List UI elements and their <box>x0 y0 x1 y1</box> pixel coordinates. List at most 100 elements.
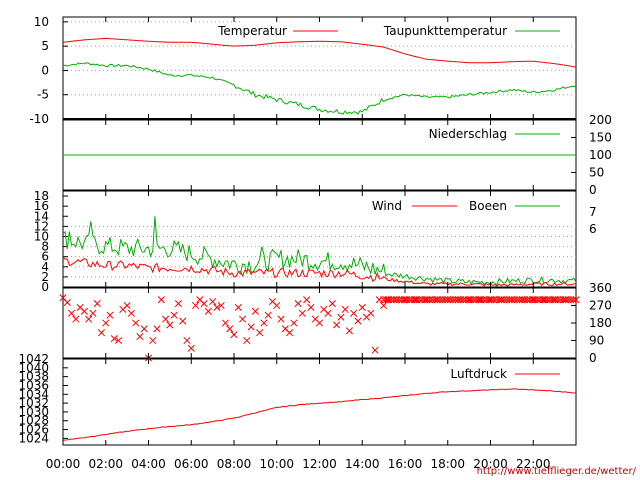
time-axis: 00:00 02:00 04:00 06:00 08:00 10:00 12:00 14:00… <box>46 17 551 471</box>
wind-direction-point <box>72 315 80 323</box>
precipitation-tick-label: 200 <box>589 113 612 127</box>
credit-url: http://www.tiefflieger.de/wetter/ <box>477 466 637 477</box>
wind-direction-point <box>315 319 324 327</box>
wind-direction-point <box>403 296 411 304</box>
wind-direction-point <box>472 296 480 304</box>
luftdruck-line <box>62 388 577 441</box>
wind-direction-point <box>217 301 225 310</box>
wind-direction-point <box>247 323 255 331</box>
wind-direction-point <box>400 296 408 304</box>
wind-direction-point <box>498 296 506 304</box>
time-tick-label: 22:00 <box>516 457 551 471</box>
wind-direction-point <box>367 309 375 317</box>
wind-direction-axis: 360 270 180 90 0 <box>571 281 612 365</box>
wind-direction-point <box>333 321 341 329</box>
wind-direction-point <box>277 315 285 323</box>
wind-direction-point <box>385 296 393 304</box>
wind-direction-point <box>551 296 560 304</box>
wind-direction-point <box>350 309 358 317</box>
wind-tick-label: 0 <box>41 280 49 294</box>
wind-direction-point <box>191 301 200 310</box>
wind-direction-point <box>559 296 567 304</box>
taupunkttemperatur-line <box>62 62 577 115</box>
wind-tick-label: 8 <box>41 240 49 254</box>
wind-direction-point <box>572 296 580 304</box>
wind-tick-label: 4 <box>41 260 49 274</box>
precipitation-tick-label: 0 <box>589 183 597 197</box>
time-tick-label: 18:00 <box>430 457 465 471</box>
wind-direction-point <box>345 327 353 335</box>
wind-direction-point <box>521 296 529 304</box>
wind-direction-point <box>303 296 311 304</box>
wind-direction-point <box>546 296 554 304</box>
wind-tick-label: 12 <box>34 219 49 233</box>
wind-direction-point <box>459 296 467 304</box>
wind-direction-point <box>405 296 413 304</box>
wind-direction-point <box>523 296 531 304</box>
pressure-tick-label: 1024 <box>18 431 49 445</box>
wind-direction-point <box>518 296 526 304</box>
wind-direction-point <box>179 317 187 325</box>
wind-direction-point <box>371 346 379 354</box>
time-tick-label: 14:00 <box>345 457 380 471</box>
wind-direction-point <box>213 303 221 311</box>
wind-direction-series <box>59 294 580 362</box>
wind-direction-point <box>170 311 178 319</box>
wind-direction-point <box>106 311 114 319</box>
precipitation-tick-label: 50 <box>589 166 604 180</box>
wind-direction-point <box>187 344 195 352</box>
wind-direction-point <box>469 296 477 304</box>
pressure-series <box>62 388 577 441</box>
time-tick-label: 20:00 <box>473 457 508 471</box>
wind-direction-point <box>549 296 557 304</box>
wind-direction-point <box>436 296 444 304</box>
wind-direction-point <box>354 317 362 325</box>
wind-direction-point <box>439 296 447 304</box>
time-tick-label: 04:00 <box>131 457 166 471</box>
wind-direction-point <box>341 305 349 313</box>
wind-direction-point <box>418 296 426 304</box>
wind-direction-tick-label: 360 <box>589 281 612 295</box>
wind-direction-point <box>567 296 575 304</box>
wind-right-tick-label: 6 <box>589 222 597 236</box>
wind-direction-point <box>123 301 131 310</box>
time-tick-label: 00:00 <box>46 457 81 471</box>
wind-direction-tick-label: 270 <box>589 299 612 313</box>
pressure-panel: 1042104010381036103410321030102810261024… <box>18 352 577 446</box>
wind-direction-point <box>446 296 454 304</box>
wind-direction-point <box>382 296 390 304</box>
wind-direction-point <box>390 296 398 304</box>
wind-direction-point <box>531 296 539 304</box>
wind-direction-point <box>541 296 549 304</box>
wind-direction-point <box>294 300 302 308</box>
precipitation-axis: 200 150 100 50 0 <box>571 113 612 197</box>
wind-direction-point <box>358 303 366 311</box>
wind-direction-point <box>508 296 516 304</box>
wind-direction-point <box>157 296 165 304</box>
wind-direction-panel: 360 270 180 90 0 <box>59 281 612 365</box>
wind-direction-point <box>426 296 434 304</box>
wind-direction-point <box>544 296 552 304</box>
wind-direction-point <box>477 296 485 304</box>
wind-direction-point <box>528 296 536 304</box>
wind-direction-point <box>298 309 306 317</box>
wind-direction-point <box>256 329 264 337</box>
legend-label-niederschlag: Niederschlag <box>429 127 507 141</box>
wind-direction-point <box>140 325 148 333</box>
wind-direction-point <box>408 296 416 304</box>
wind-direction-tick-label: 90 <box>589 334 604 348</box>
wind-direction-point <box>290 319 298 327</box>
temperature-tick-label: 0 <box>41 63 49 77</box>
pressure-tick-label: 1040 <box>18 361 49 375</box>
wind-direction-point <box>89 309 97 317</box>
wind-direction-point <box>423 296 431 304</box>
wind-direction-point <box>183 336 191 345</box>
wind-direction-tick-label: 0 <box>589 351 597 365</box>
time-tick-label: 12:00 <box>302 457 337 471</box>
pressure-tick-label: 1036 <box>18 378 49 392</box>
wind-tick-label: 18 <box>34 189 49 203</box>
wind-direction-point <box>536 296 544 304</box>
wind-direction-point <box>457 296 465 304</box>
wind-direction-point <box>136 333 144 341</box>
